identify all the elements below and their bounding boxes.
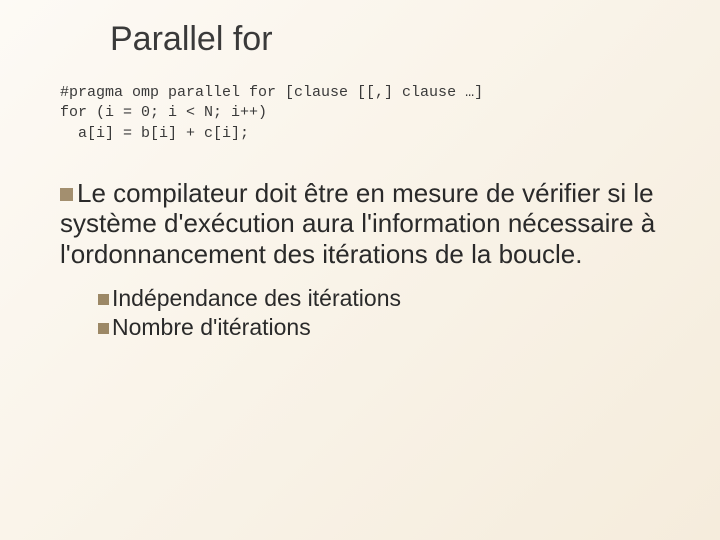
square-bullet-icon xyxy=(60,188,73,201)
code-block: #pragma omp parallel for [clause [[,] cl… xyxy=(60,83,680,144)
square-bullet-icon xyxy=(98,323,109,334)
slide: Parallel for #pragma omp parallel for [c… xyxy=(0,0,720,540)
body-lead: Le xyxy=(77,178,106,208)
code-line-3: a[i] = b[i] + c[i]; xyxy=(60,125,249,142)
sub-item: Nombre d'itérations xyxy=(98,313,680,342)
sub-list: Indépendance des itérations Nombre d'ité… xyxy=(98,284,680,342)
code-line-2: for (i = 0; i < N; i++) xyxy=(60,104,267,121)
body-rest: compilateur doit être en mesure de vérif… xyxy=(60,178,655,269)
body-paragraph: Le compilateur doit être en mesure de vé… xyxy=(60,178,680,270)
code-line-1: #pragma omp parallel for [clause [[,] cl… xyxy=(60,84,483,101)
sub-item: Indépendance des itérations xyxy=(98,284,680,313)
slide-title: Parallel for xyxy=(110,20,680,59)
square-bullet-icon xyxy=(98,294,109,305)
sub-item-label: Nombre d'itérations xyxy=(112,314,311,340)
sub-item-label: Indépendance des itérations xyxy=(112,285,401,311)
